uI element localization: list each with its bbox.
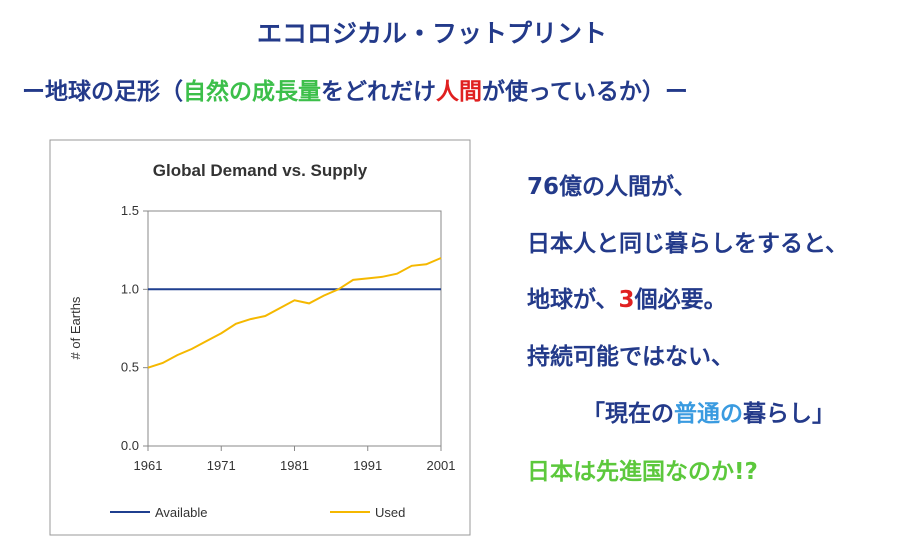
- text-segment: 3: [619, 287, 635, 313]
- text-line: 持続可能ではない、: [527, 343, 734, 370]
- text-segment: をどれだけ: [321, 79, 436, 105]
- x-tick-label: 2001: [427, 458, 456, 473]
- series-line: [147, 257, 442, 369]
- y-axis-label: # of Earths: [68, 296, 83, 359]
- legend-label: Available: [155, 505, 208, 520]
- text-line: 76億の人間が、: [527, 173, 697, 200]
- text-line: 日本人と同じ暮らしをすると、: [527, 231, 848, 257]
- chart-frame: [49, 139, 471, 536]
- text-segment: 暮らし」: [742, 401, 835, 427]
- text-segment: ー地球の足形（: [22, 78, 183, 105]
- y-tick-label: 1.0: [121, 281, 139, 296]
- text-segment: 人間: [436, 79, 482, 105]
- text-segment: 日本人と同じ暮らしをすると、: [527, 231, 848, 257]
- text-line: 日本は先進国なのか!?: [527, 459, 758, 485]
- text-line: ー地球の足形（自然の成長量をどれだけ人間が使っているか）ー: [22, 78, 688, 105]
- text-line: 地球が、3個必要。: [527, 286, 727, 313]
- text-segment: が使っているか）ー: [482, 78, 688, 105]
- text-segment: 地球が、: [527, 286, 619, 313]
- x-tick-label: 1991: [353, 458, 382, 473]
- legend-label: Used: [375, 505, 405, 520]
- x-tick-label: 1971: [207, 458, 236, 473]
- text-line: 「現在の普通の暮らし」: [582, 400, 835, 427]
- y-tick-label: 0.5: [121, 360, 139, 375]
- slide-title: エコロジカル・フットプリント: [257, 19, 607, 48]
- text-segment: 「現在の: [582, 400, 674, 427]
- text-segment: 個必要。: [634, 286, 727, 313]
- text-segment: 普通の: [674, 400, 743, 427]
- chart-title: Global Demand vs. Supply: [153, 161, 368, 180]
- text-segment: 持続可能ではない、: [527, 343, 734, 370]
- x-tick-label: 1981: [280, 458, 309, 473]
- y-tick-label: 1.5: [121, 203, 139, 218]
- text-segment: 76億の人間が、: [527, 173, 697, 200]
- y-tick-label: 0.0: [121, 438, 139, 453]
- x-tick-label: 1961: [134, 458, 163, 473]
- text-segment: 自然の成長量: [183, 78, 321, 105]
- text-segment: 日本は先進国なのか!?: [527, 459, 758, 485]
